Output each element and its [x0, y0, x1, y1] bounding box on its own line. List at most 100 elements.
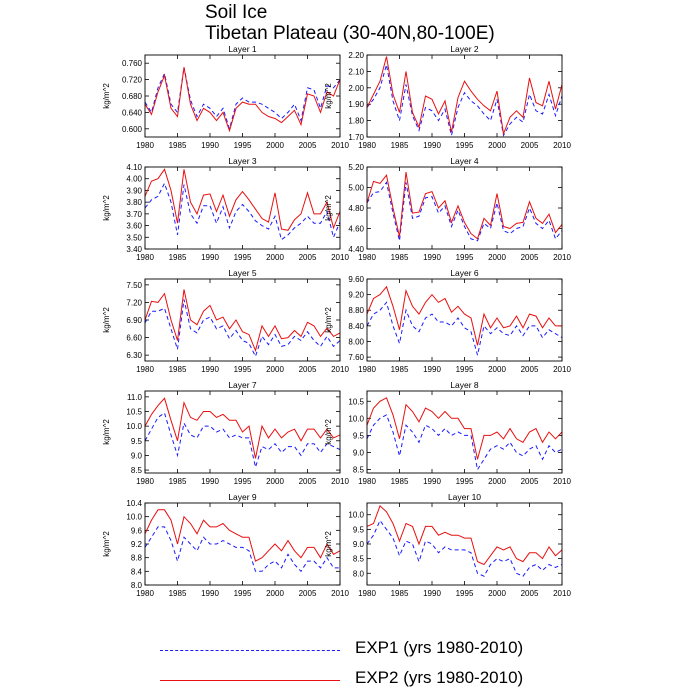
panel-6-xtick-label: 1985	[391, 365, 409, 374]
panel-4-ytick-label: 4.60	[348, 225, 364, 234]
panel-8-ytick-label: 10.5	[348, 397, 364, 406]
panel-1-series-exp1	[144, 67, 341, 131]
panel-6-xtick-label: 2000	[488, 365, 506, 374]
panel-1-title: Layer 1	[228, 44, 257, 54]
panel-2: Layer 2 kg/m^2 1.70 1.80 1.90 2.00 2.10 2.20 198…	[324, 44, 571, 150]
panel-1: Layer 1 kg/m^2 0.600 0.640 0.680 0.720 0.760 19…	[102, 44, 349, 150]
panel-9-xtick-label: 1985	[169, 589, 187, 598]
panel-6-xtick-label: 1990	[423, 365, 441, 374]
panel-8-xtick-label: 2010	[553, 477, 571, 486]
panel-4-series-exp2	[366, 172, 563, 240]
panel-10-xtick-label: 1980	[358, 589, 376, 598]
panel-8-xtick-label: 1980	[358, 477, 376, 486]
panel-4-ytick-label: 5.00	[348, 184, 364, 193]
panel-9-xtick-label: 2000	[266, 589, 284, 598]
panel-1-xtick-label: 1985	[169, 141, 187, 150]
panel-9-xtick-label: 2010	[331, 589, 349, 598]
panel-7-xtick-label: 1980	[136, 477, 154, 486]
panel-10-ytick-label: 9.5	[353, 525, 365, 534]
panel-9: Layer 9 kg/m^2 8.0 8.4 8.8 9.2 9.6 10.0 10.4 1980…	[102, 492, 349, 598]
panel-3-ytick-label: 4.00	[126, 175, 142, 184]
panel-8-xtick-label: 2000	[488, 477, 506, 486]
panel-10-xtick-label: 1985	[391, 589, 409, 598]
panel-8-title: Layer 8	[450, 380, 479, 390]
panel-7-xtick-label: 1985	[169, 477, 187, 486]
panel-8-series-exp2	[366, 397, 563, 460]
panel-10-xtick-label: 2005	[521, 589, 539, 598]
panel-4-frame	[366, 166, 563, 250]
panel-4-xtick-label: 1980	[358, 253, 376, 262]
panel-7-ytick-label: 10.0	[126, 422, 142, 431]
panel-3-xtick-label: 2010	[331, 253, 349, 262]
chart-title: Soil Ice	[205, 2, 268, 23]
panel-1-xtick-label: 1990	[201, 141, 219, 150]
panel-5-xtick-label: 1990	[201, 365, 219, 374]
panel-1-xtick-label: 2005	[299, 141, 317, 150]
panel-10-ytick-label: 8.0	[353, 569, 365, 578]
panel-1-ytick-label: 0.600	[122, 125, 143, 134]
panel-7-series-exp2	[144, 397, 341, 459]
panel-8-ytick-label: 8.5	[353, 466, 365, 475]
panel-3-title: Layer 3	[228, 156, 257, 166]
panel-7-frame	[144, 390, 341, 474]
panel-5-ytick-label: 6.30	[126, 351, 142, 360]
panel-8-ylabel: kg/m^2	[324, 419, 333, 445]
panel-6-xtick-label: 1995	[456, 365, 474, 374]
panel-3-series-exp2	[144, 168, 341, 231]
panel-6-ytick-label: 9.60	[348, 275, 364, 284]
panel-3-series-exp1	[144, 182, 341, 241]
panel-6-series-exp1	[366, 301, 563, 356]
panel-8-xtick-label: 2005	[521, 477, 539, 486]
panel-10-ytick-label: 10.0	[348, 511, 364, 520]
panel-5-frame	[144, 278, 341, 362]
panel-5-xtick-label: 1995	[234, 365, 252, 374]
panel-2-frame	[366, 54, 563, 138]
panel-2-ytick-label: 2.20	[348, 51, 364, 60]
panel-4: Layer 4 kg/m^2 4.40 4.60 4.80 5.00 5.20 1980 198…	[324, 156, 571, 262]
panel-2-xtick-label: 1990	[423, 141, 441, 150]
panel-8: Layer 8 kg/m^2 8.5 9.0 9.5 10.0 10.5 1980 1985 19…	[324, 380, 571, 486]
panel-5-ytick-label: 6.90	[126, 316, 142, 325]
panel-7-ytick-label: 8.5	[131, 466, 143, 475]
legend-label-exp2: EXP2 (yrs 1980-2010)	[355, 668, 524, 687]
panel-5-ylabel: kg/m^2	[102, 307, 111, 333]
panel-1-ylabel: kg/m^2	[102, 83, 111, 109]
panel-2-xtick-label: 2010	[553, 141, 571, 150]
panel-5-xtick-label: 1985	[169, 365, 187, 374]
panel-6-ytick-label: 8.80	[348, 306, 364, 315]
panel-7-ytick-label: 11.0	[127, 393, 143, 402]
panel-4-xtick-label: 1985	[391, 253, 409, 262]
panel-2-title: Layer 2	[450, 44, 479, 54]
panel-10-title: Layer 10	[448, 492, 481, 502]
panel-3-ytick-label: 4.10	[126, 163, 142, 172]
panel-9-xtick-label: 1980	[136, 589, 154, 598]
panel-7-xtick-label: 1990	[201, 477, 219, 486]
panel-9-frame	[144, 502, 341, 586]
panel-10: Layer 10 kg/m^2 8.0 8.5 9.0 9.5 10.0 1980 1985 19…	[324, 492, 571, 598]
panel-1-ytick-label: 0.680	[122, 92, 143, 101]
panel-9-title: Layer 9	[228, 492, 257, 502]
panel-3-frame	[144, 166, 341, 250]
panel-9-xtick-label: 2005	[299, 589, 317, 598]
panel-6-ytick-label: 8.00	[348, 337, 364, 346]
panel-3-ytick-label: 3.40	[126, 245, 142, 254]
panel-10-ytick-label: 8.5	[353, 555, 365, 564]
panel-10-xtick-label: 1990	[423, 589, 441, 598]
panel-10-ylabel: kg/m^2	[324, 531, 333, 557]
panel-7-title: Layer 7	[228, 380, 257, 390]
panel-9-ytick-label: 10.4	[126, 499, 142, 508]
panel-8-ytick-label: 10.0	[348, 414, 364, 423]
panel-6-frame	[366, 278, 563, 362]
panel-6: Layer 6 kg/m^2 7.60 8.00 8.40 8.80 9.20 9.60 198…	[324, 268, 571, 374]
panel-7-series-exp1	[144, 412, 341, 470]
panel-7-ylabel: kg/m^2	[102, 419, 111, 445]
panel-7-xtick-label: 2005	[299, 477, 317, 486]
panel-10-frame	[366, 502, 563, 586]
panel-9-ylabel: kg/m^2	[102, 531, 111, 557]
panel-2-ytick-label: 1.70	[348, 133, 364, 142]
panel-2-xtick-label: 2005	[521, 141, 539, 150]
panel-3: Layer 3 kg/m^2 3.40 3.50 3.60 3.70 3.80 3.90 4.0…	[102, 156, 349, 262]
panel-3-xtick-label: 2005	[299, 253, 317, 262]
panel-3-xtick-label: 1995	[234, 253, 252, 262]
chart-subtitle: Tibetan Plateau (30-40N,80-100E)	[205, 23, 495, 44]
